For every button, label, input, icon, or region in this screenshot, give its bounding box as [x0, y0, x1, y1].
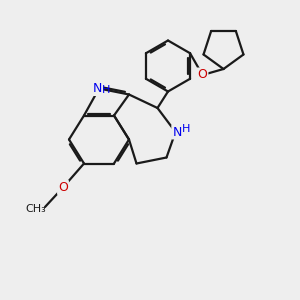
Text: H: H — [101, 85, 110, 95]
Text: O: O — [198, 68, 207, 82]
Text: O: O — [58, 181, 68, 194]
Text: H: H — [182, 124, 190, 134]
Text: CH₃: CH₃ — [26, 203, 46, 214]
Text: N: N — [93, 82, 102, 95]
Text: N: N — [172, 125, 182, 139]
